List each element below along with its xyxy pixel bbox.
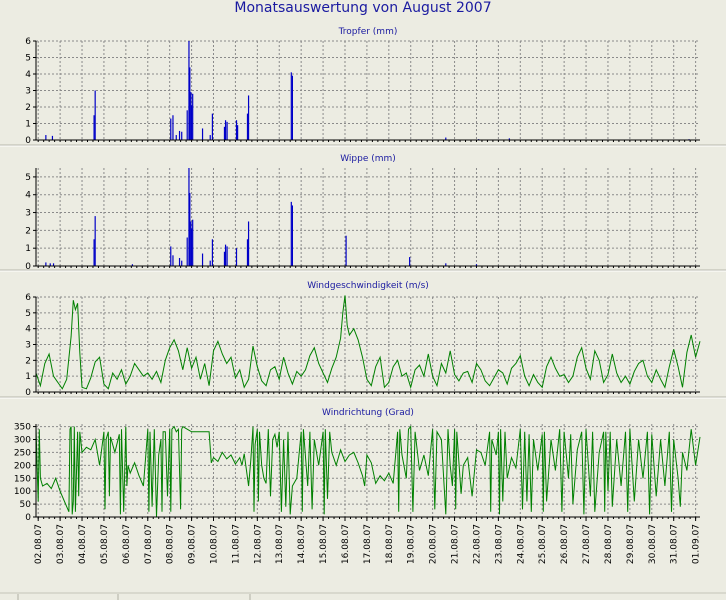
x-tick-label: 03.08.07 bbox=[56, 524, 66, 564]
y-tick-label: 1 bbox=[25, 372, 31, 382]
x-tick-label: 12.08.07 bbox=[253, 524, 263, 564]
y-tick-label: 4 bbox=[25, 191, 31, 201]
x-tick-label: 04.08.07 bbox=[78, 524, 88, 564]
x-tick-label: 18.08.07 bbox=[385, 524, 395, 564]
x-tick-label: 07.08.07 bbox=[144, 524, 154, 564]
y-tick-label: 2 bbox=[25, 103, 31, 113]
y-tick-label: 6 bbox=[25, 293, 31, 303]
y-tick-label: 3 bbox=[25, 209, 31, 219]
y-tick-label: 0 bbox=[25, 513, 31, 523]
y-tick-label: 0 bbox=[25, 388, 31, 398]
x-tick-label: 08.08.07 bbox=[166, 524, 176, 564]
x-tick-label: 27.08.07 bbox=[582, 524, 592, 564]
x-tick-label: 14.08.07 bbox=[297, 524, 307, 564]
y-tick-label: 5 bbox=[25, 173, 31, 183]
y-tick-label: 150 bbox=[14, 474, 31, 484]
status-bar bbox=[0, 592, 726, 600]
x-tick-label: 09.08.07 bbox=[188, 524, 198, 564]
y-tick-label: 5 bbox=[25, 54, 31, 64]
y-tick-label: 350 bbox=[14, 423, 31, 433]
chart-title: Tropfer (mm) bbox=[338, 27, 398, 37]
y-tick-label: 200 bbox=[14, 461, 31, 471]
x-tick-label: 01.09.07 bbox=[692, 524, 702, 564]
plot-area bbox=[36, 424, 700, 517]
series-line bbox=[35, 425, 701, 518]
x-tick-label: 05.08.07 bbox=[100, 524, 110, 564]
y-tick-label: 0 bbox=[25, 136, 31, 146]
y-tick-label: 100 bbox=[14, 487, 31, 497]
y-tick-label: 0 bbox=[25, 262, 31, 272]
x-tick-label: 10.08.07 bbox=[210, 524, 220, 564]
series-line bbox=[35, 295, 701, 390]
x-tick-label: 24.08.07 bbox=[516, 524, 526, 564]
y-tick-label: 3 bbox=[25, 341, 31, 351]
x-tick-label: 22.08.07 bbox=[472, 524, 482, 564]
y-tick-label: 300 bbox=[14, 436, 31, 446]
page-title: Monatsauswertung von August 2007 bbox=[234, 0, 492, 16]
y-tick-label: 50 bbox=[20, 500, 32, 510]
x-tick-label: 16.08.07 bbox=[341, 524, 351, 564]
y-tick-label: 2 bbox=[25, 226, 31, 236]
x-tick-label: 13.08.07 bbox=[275, 524, 285, 564]
x-tick-label: 02.08.07 bbox=[34, 524, 44, 564]
y-tick-label: 250 bbox=[14, 448, 31, 458]
x-tick-label: 17.08.07 bbox=[363, 524, 373, 564]
chart-title: Windgeschwindigkeit (m/s) bbox=[307, 281, 429, 291]
x-tick-label: 20.08.07 bbox=[429, 524, 439, 564]
y-tick-label: 4 bbox=[25, 70, 31, 80]
x-tick-label: 29.08.07 bbox=[626, 524, 636, 564]
x-tick-label: 30.08.07 bbox=[648, 524, 658, 564]
y-tick-label: 1 bbox=[25, 244, 31, 254]
x-tick-label: 21.08.07 bbox=[451, 524, 461, 564]
x-tick-label: 11.08.07 bbox=[231, 524, 241, 564]
x-tick-label: 28.08.07 bbox=[604, 524, 614, 564]
x-tick-label: 06.08.07 bbox=[122, 524, 132, 564]
chart-title: Windrichtung (Grad) bbox=[322, 408, 414, 418]
x-tick-label: 31.08.07 bbox=[670, 524, 680, 564]
x-tick-label: 23.08.07 bbox=[494, 524, 504, 564]
x-tick-label: 15.08.07 bbox=[319, 524, 329, 564]
plot-area bbox=[36, 168, 700, 266]
x-tick-label: 25.08.07 bbox=[538, 524, 548, 564]
x-tick-label: 19.08.07 bbox=[407, 524, 417, 564]
x-tick-label: 26.08.07 bbox=[560, 524, 570, 564]
y-tick-label: 1 bbox=[25, 120, 31, 130]
y-tick-label: 2 bbox=[25, 356, 31, 366]
y-tick-label: 4 bbox=[25, 325, 31, 335]
y-tick-label: 6 bbox=[25, 37, 31, 47]
y-tick-label: 5 bbox=[25, 309, 31, 319]
y-tick-label: 3 bbox=[25, 87, 31, 97]
chart-title: Wippe (mm) bbox=[340, 154, 396, 164]
